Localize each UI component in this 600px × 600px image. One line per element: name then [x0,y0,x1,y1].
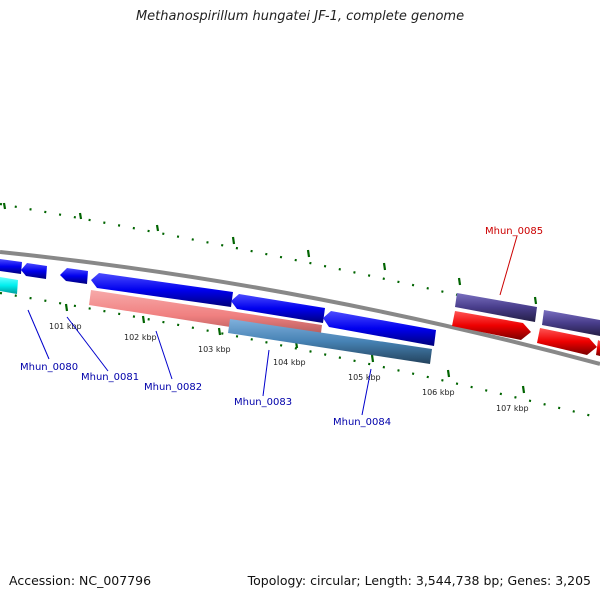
red-feature[interactable] [596,340,600,356]
tick-label: 105 kbp [348,373,381,382]
gene-label-mhun-0083[interactable]: Mhun_0083 [234,397,292,408]
reverse-strand-cds [0,259,436,346]
tick-label: 102 kbp [124,333,157,342]
tick-label: 101 kbp [49,322,82,331]
cds-arrow[interactable] [91,273,233,307]
gene-label-mhun-0084[interactable]: Mhun_0084 [333,417,391,428]
gene-labels: Mhun_0080 Mhun_0081 Mhun_0082 Mhun_0083 … [20,226,543,428]
gene-label-mhun-0080[interactable]: Mhun_0080 [20,362,78,373]
lower-ring-features [0,277,600,364]
genome-summary-text: Topology: circular; Length: 3,544,738 bp… [247,573,591,588]
gene-label-mhun-0081[interactable]: Mhun_0081 [81,372,139,383]
cds-arrow[interactable] [60,268,88,284]
accession-text: Accession: NC_007796 [9,573,152,588]
cds-arrow[interactable] [21,263,47,279]
tick-label: 103 kbp [198,345,231,354]
gene-label-mhun-0082[interactable]: Mhun_0082 [144,382,202,393]
tick-label: 104 kbp [273,358,306,367]
gene-mhun-0085-feature[interactable] [455,293,537,322]
steel-feature[interactable] [228,319,432,364]
gene-label-leaders [27,235,518,416]
cds-arrow[interactable] [231,294,325,323]
forward-strand-features [455,293,600,336]
genome-backbone [0,250,600,366]
teal-feature[interactable] [0,277,18,294]
map-title: Methanospirillum hungatei JF-1, complete… [135,9,465,24]
kbp-tick-labels: 101 kbp 102 kbp 103 kbp 104 kbp 105 kbp … [49,322,529,413]
tick-label: 107 kbp [496,404,529,413]
red-feature[interactable] [452,311,531,340]
tick-label: 106 kbp [422,388,455,397]
forward-cds-feature[interactable] [542,310,600,336]
red-feature[interactable] [537,328,597,355]
gene-label-mhun-0085[interactable]: Mhun_0085 [485,226,543,237]
cds-arrow[interactable] [0,259,22,274]
cds-arrow[interactable] [323,311,436,346]
